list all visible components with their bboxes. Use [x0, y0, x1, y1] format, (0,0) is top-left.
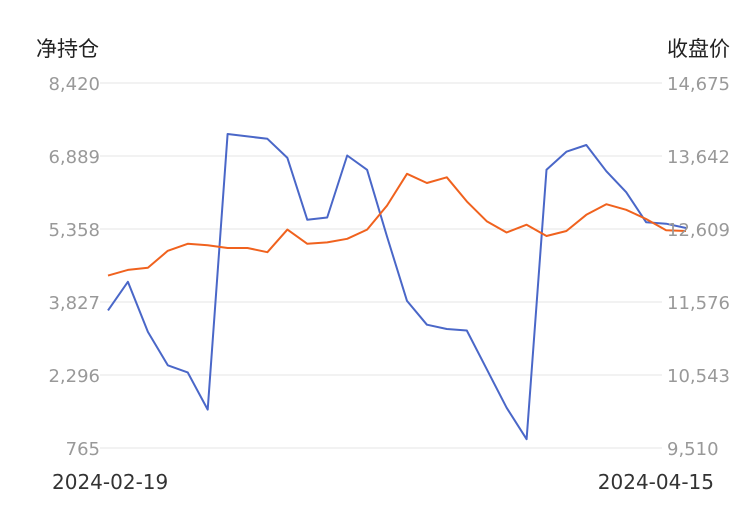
right-tick-label: 13,642: [667, 147, 730, 168]
right-axis-title: 收盘价: [667, 37, 730, 61]
x-end-label: 2024-04-15: [598, 470, 714, 494]
left-tick-label: 3,827: [48, 293, 100, 314]
close-price-line: [107, 172, 687, 277]
right-tick-label: 11,576: [667, 293, 730, 314]
right-tick-label: 14,675: [667, 74, 730, 95]
gridlines: [100, 82, 662, 449]
left-axis-title: 净持仓: [36, 37, 99, 61]
left-tick-label: 5,358: [48, 220, 100, 241]
right-tick-label: 10,543: [667, 366, 730, 387]
left-tick-label: 6,889: [48, 147, 100, 168]
right-tick-label: 12,609: [667, 220, 730, 241]
net-position-line: [107, 133, 687, 441]
series-lines: [107, 133, 687, 441]
right-tick-label: 9,510: [667, 439, 719, 460]
left-tick-label: 8,420: [48, 74, 100, 95]
x-start-label: 2024-02-19: [52, 470, 168, 494]
left-tick-label: 765: [66, 439, 100, 460]
axis-labels: 净持仓 收盘价 2024-02-19 2024-04-15 8,420 14,67…: [36, 37, 730, 494]
left-tick-label: 2,296: [48, 366, 100, 387]
